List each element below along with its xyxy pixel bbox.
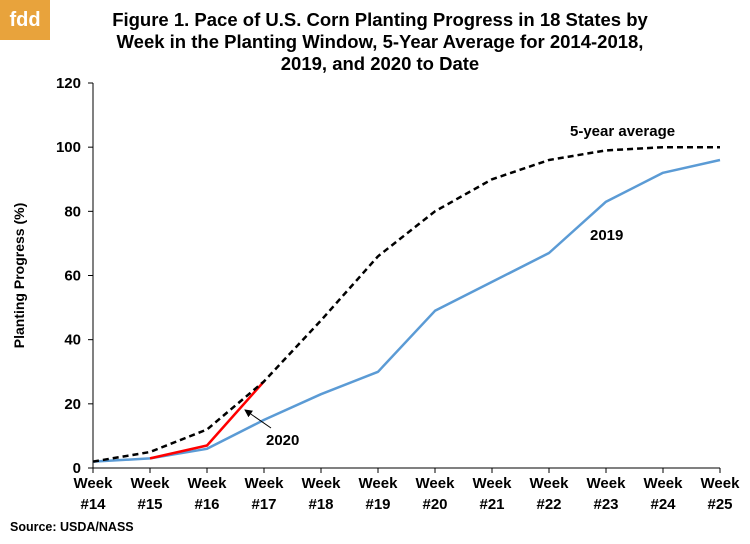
- y-tick-label: 100: [56, 139, 81, 156]
- x-tick-label: Week: [188, 475, 228, 492]
- x-tick-label: #23: [593, 496, 618, 513]
- x-tick-label: Week: [416, 475, 456, 492]
- x-tick-label: Week: [644, 475, 684, 492]
- y-tick-label: 120: [56, 75, 81, 92]
- annotation-2019: 2019: [590, 227, 623, 244]
- y-tick-label: 0: [73, 460, 81, 477]
- y-tick-label: 20: [64, 396, 81, 413]
- x-tick-label: #21: [479, 496, 504, 513]
- x-tick-label: #24: [650, 496, 676, 513]
- x-tick-label: Week: [587, 475, 627, 492]
- x-tick-label: Week: [302, 475, 342, 492]
- x-tick-label: #16: [194, 496, 219, 513]
- annotation-5-year-average: 5-year average: [570, 123, 675, 140]
- y-tick-label: 80: [64, 203, 81, 220]
- x-tick-label: Week: [359, 475, 399, 492]
- source-note: Source: USDA/NASS: [10, 520, 134, 534]
- x-tick-label: #15: [137, 496, 162, 513]
- series-line-2020: [149, 380, 265, 460]
- x-tick-label: Week: [530, 475, 570, 492]
- fdd-logo: fdd: [0, 0, 50, 40]
- x-tick-label: #22: [536, 496, 561, 513]
- x-tick-label: Week: [245, 475, 285, 492]
- y-tick-label: 60: [64, 268, 81, 285]
- x-tick-label: #25: [707, 496, 732, 513]
- title-line: Figure 1. Pace of U.S. Corn Planting Pro…: [112, 9, 648, 30]
- x-tick-label: #14: [80, 496, 106, 513]
- x-tick-label: #19: [365, 496, 390, 513]
- y-tick-label: 40: [64, 332, 81, 349]
- x-tick-label: Week: [701, 475, 741, 492]
- x-tick-label: Week: [131, 475, 171, 492]
- x-tick-label: Week: [74, 475, 114, 492]
- title-line: 2019, and 2020 to Date: [280, 53, 480, 74]
- x-tick-label: #17: [251, 496, 276, 513]
- series-line-2019: [92, 158, 721, 463]
- annotation-2020: 2020: [266, 432, 299, 449]
- x-tick-label: #18: [308, 496, 333, 513]
- x-tick-label: Week: [473, 475, 513, 492]
- x-tick-label: #20: [422, 496, 447, 513]
- series-line-5-year-average: [92, 145, 720, 463]
- y-axis-label: Planting Progress (%): [11, 203, 27, 348]
- annotation-arrow: [244, 409, 272, 429]
- title-line: Week in the Planting Window, 5-Year Aver…: [116, 31, 644, 52]
- chart-title: Figure 1. Pace of U.S. Corn Planting Pro…: [60, 9, 700, 75]
